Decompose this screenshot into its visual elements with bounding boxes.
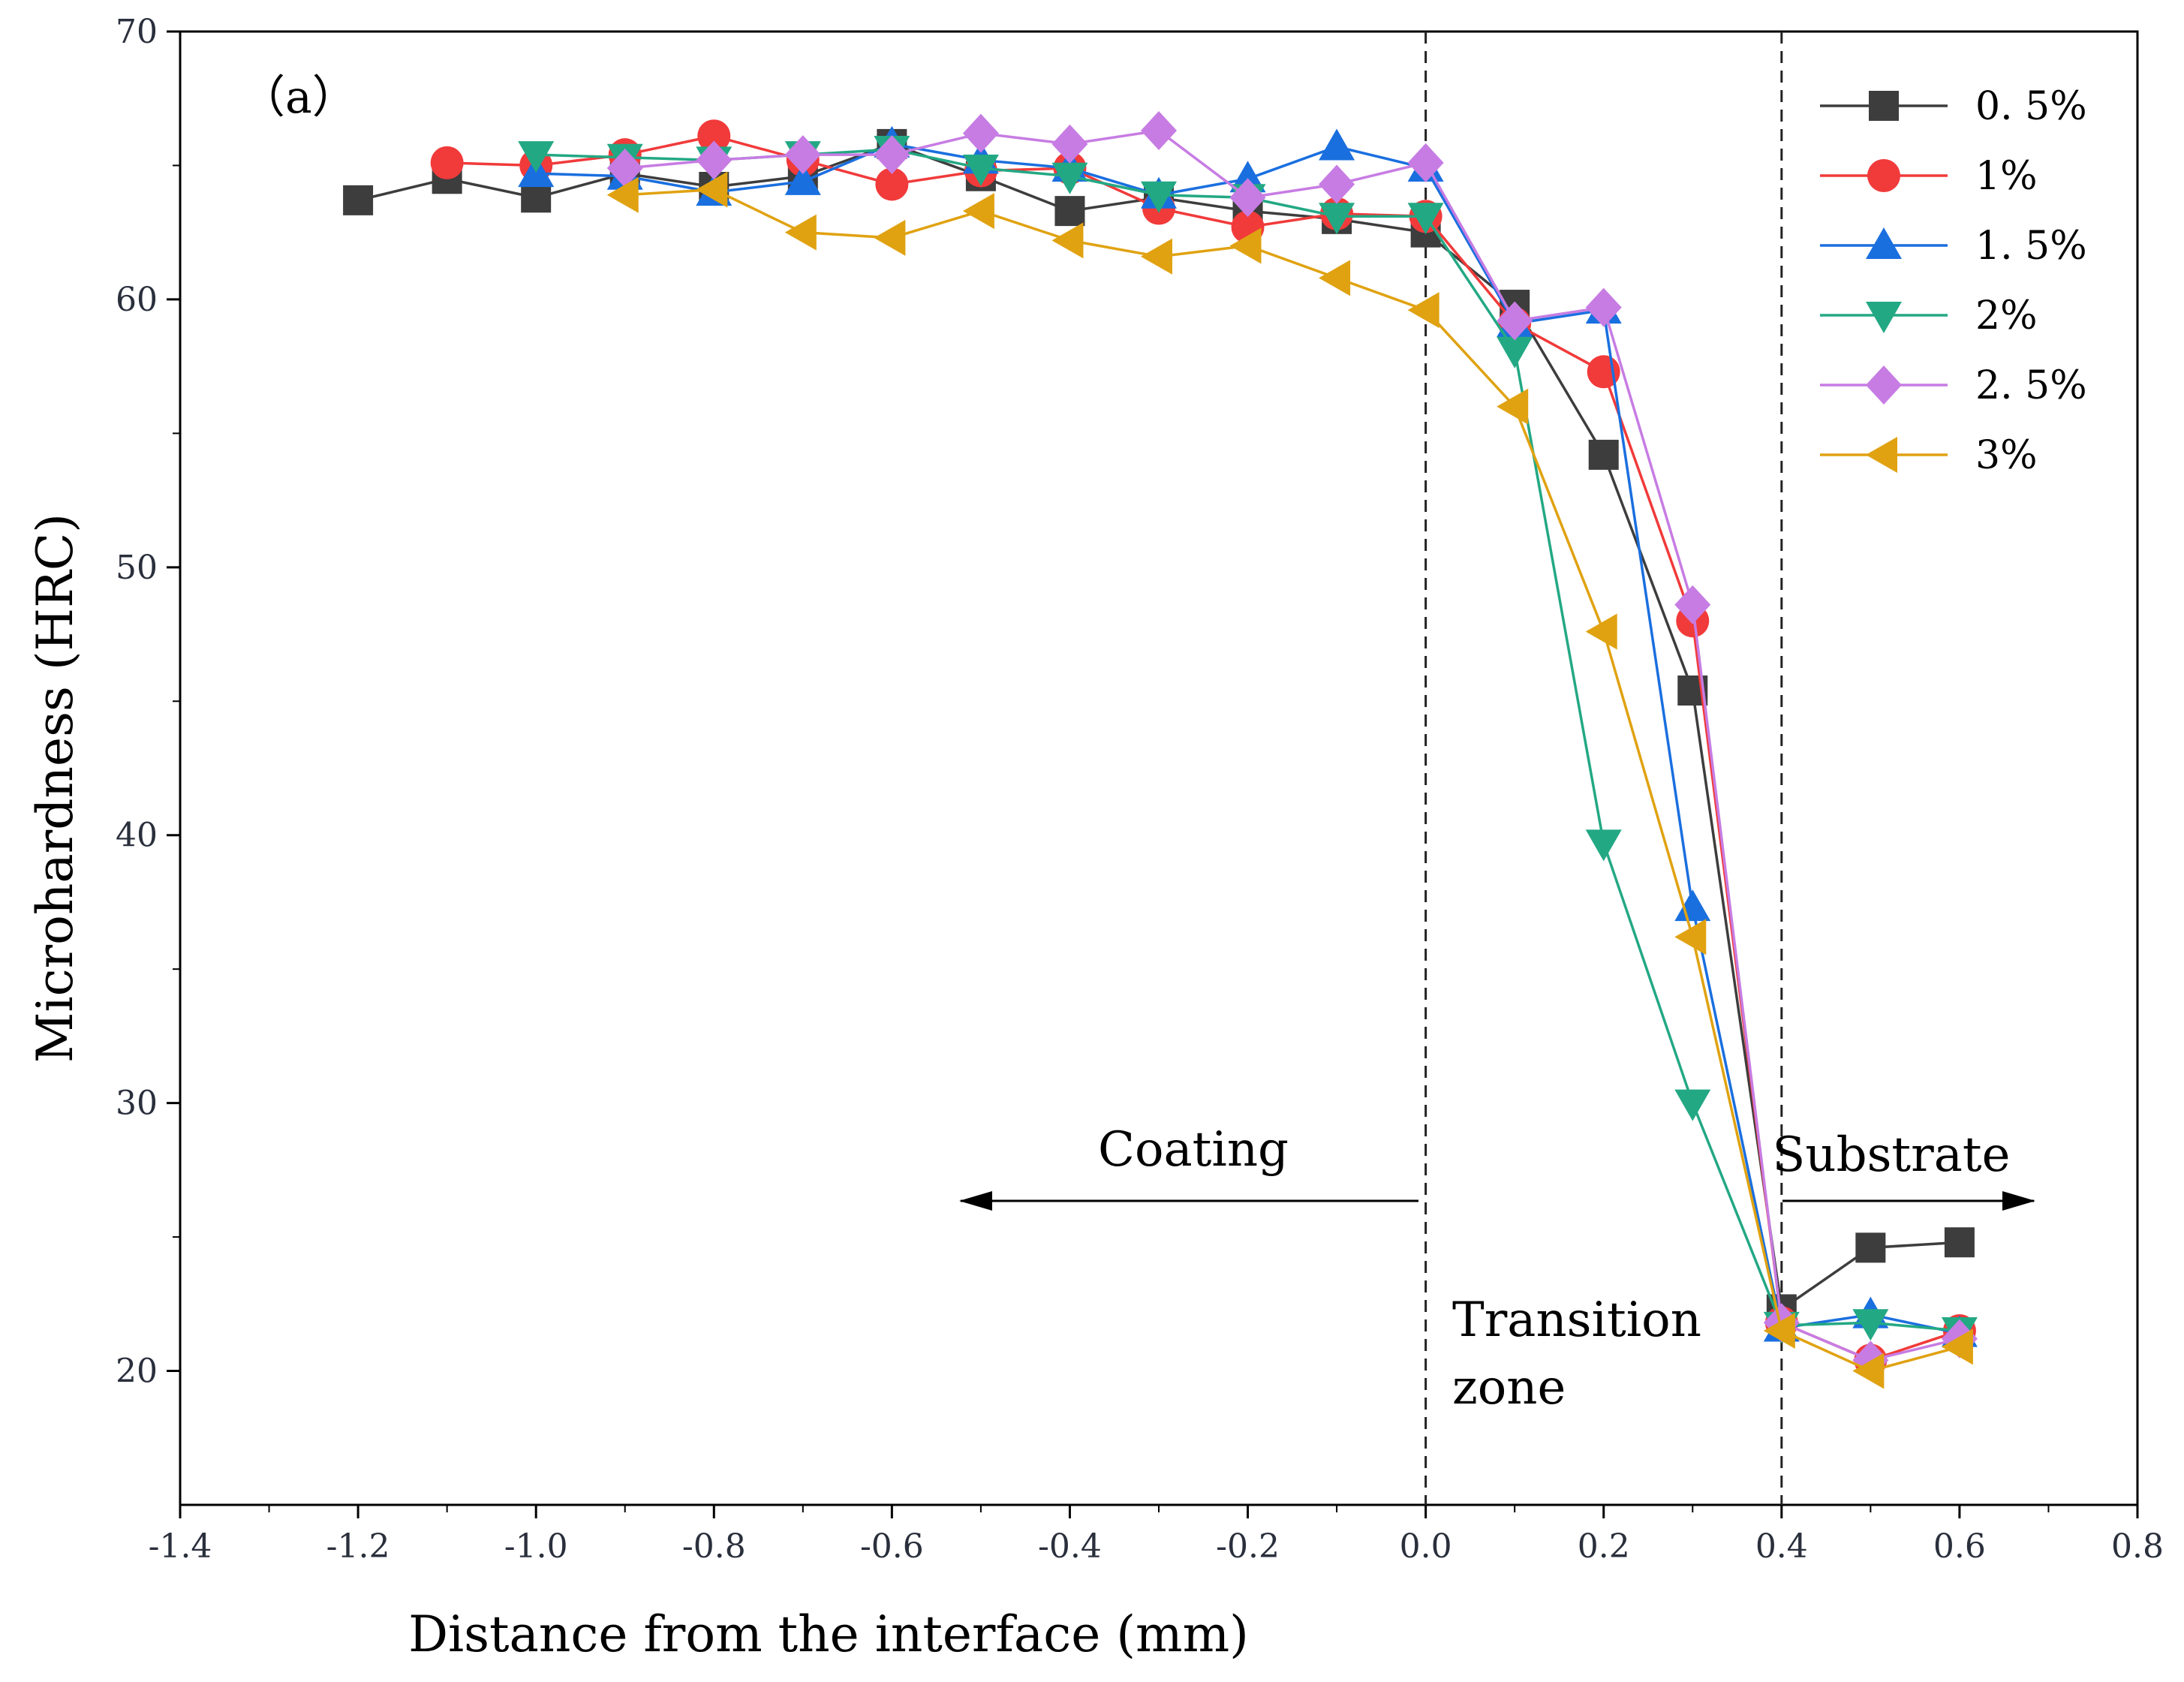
data-point <box>962 193 994 230</box>
data-point <box>1051 124 1088 164</box>
series-line <box>624 129 1960 1362</box>
data-point <box>875 167 909 201</box>
coating-label: Coating <box>1098 1122 1289 1178</box>
x-tick-label: -1.0 <box>504 1527 568 1566</box>
y-tick-label: 20 <box>116 1353 158 1391</box>
data-point <box>1674 919 1707 955</box>
data-point <box>1319 260 1351 296</box>
data-point <box>874 135 910 175</box>
data-point <box>606 149 643 188</box>
legend-marker <box>1867 159 1900 192</box>
legend-label: 1% <box>1975 154 2038 199</box>
data-point <box>1497 388 1529 425</box>
region-divider-lines <box>1424 32 1783 1505</box>
x-tick-label: 0.8 <box>2111 1527 2164 1566</box>
data-point <box>1497 301 1533 341</box>
y-tick-label: 40 <box>116 817 158 855</box>
data-point <box>1407 292 1439 329</box>
data-point <box>1229 178 1266 218</box>
x-tick-label: -0.8 <box>682 1527 746 1566</box>
data-point <box>1051 222 1084 259</box>
data-point <box>430 146 464 179</box>
x-axis-title: Distance from the interface (mm) <box>408 1605 1249 1663</box>
data-point <box>1588 439 1619 470</box>
data-point <box>1674 1089 1711 1121</box>
y-tick-label: 70 <box>116 13 158 51</box>
x-tick-label: 0.4 <box>1755 1527 1808 1566</box>
legend-label: 0. 5% <box>1975 84 2087 129</box>
data-point <box>1852 1309 1889 1341</box>
series-25-group <box>606 111 1978 1380</box>
data-point <box>343 185 374 215</box>
data-point <box>1141 181 1177 213</box>
x-tick-label: -1.2 <box>326 1527 390 1566</box>
series-1-group <box>430 119 1976 1377</box>
data-point <box>1319 128 1355 161</box>
data-point <box>1585 613 1617 650</box>
legend: 0. 5% 1% 1. 5% 2% 2. 5% 3% <box>1820 84 2087 478</box>
data-point <box>1941 1328 1973 1365</box>
y-tick-label: 50 <box>116 549 158 587</box>
data-point <box>1497 336 1533 369</box>
legend-marker <box>1866 227 1902 259</box>
legend-label: 3% <box>1975 433 2038 478</box>
data-point <box>1674 889 1711 922</box>
substrate-label: Substrate <box>1773 1127 2011 1183</box>
legend-marker <box>1869 91 1899 121</box>
data-point <box>696 140 733 180</box>
series-line <box>624 188 1960 1373</box>
data-point <box>1141 111 1177 151</box>
x-tick-label: -0.2 <box>1216 1527 1280 1566</box>
legend-marker <box>1866 302 1902 333</box>
data-point <box>1319 164 1355 204</box>
y-tick-label: 60 <box>116 281 158 319</box>
data-point <box>521 182 552 213</box>
x-tick-label: 0.6 <box>1933 1527 1986 1566</box>
data-point <box>1855 1232 1886 1263</box>
x-tick-label: -0.6 <box>860 1527 924 1566</box>
panel-label: （a） <box>240 71 357 124</box>
data-point <box>1763 1313 1795 1350</box>
series-3-group <box>606 171 1973 1389</box>
transition-zone-label-line1: Transition <box>1452 1292 1701 1348</box>
data-point <box>1141 238 1172 275</box>
data-point <box>962 113 999 153</box>
data-point <box>696 171 728 208</box>
data-point <box>697 119 731 153</box>
x-tick-label: -1.4 <box>149 1527 212 1566</box>
data-point <box>962 155 999 187</box>
data-point <box>1229 227 1262 264</box>
legend-label: 2. 5% <box>1975 363 2087 408</box>
data-point <box>874 219 906 256</box>
data-point <box>1944 1227 1975 1258</box>
y-axis-title: Microhardness (HRC) <box>26 513 84 1063</box>
x-tick-label: -0.4 <box>1038 1527 1102 1566</box>
data-point <box>1674 585 1711 624</box>
data-point <box>1585 829 1622 862</box>
data-point <box>784 214 817 251</box>
x-tick-label: 0.2 <box>1578 1527 1630 1566</box>
data-point <box>606 176 639 213</box>
plot-series <box>343 111 1978 1389</box>
legend-marker <box>1866 437 1897 473</box>
transition-zone-label-line2: zone <box>1452 1360 1566 1416</box>
data-point <box>1407 143 1444 182</box>
data-point <box>784 163 821 195</box>
data-point <box>1319 203 1355 235</box>
data-point <box>518 141 555 173</box>
data-point <box>1852 1353 1885 1389</box>
axes: -1.4 -1.2 -1.0 -0.8 -0.6 -0.4 -0.2 0.0 0.2 0.4 0.6… <box>116 13 2164 1566</box>
x-tick-label: 0.0 <box>1400 1527 1452 1566</box>
data-point <box>1051 162 1088 194</box>
data-point <box>784 135 821 175</box>
legend-label: 2% <box>1975 293 2038 339</box>
legend-label: 1. 5% <box>1975 224 2087 269</box>
y-tick-label: 30 <box>116 1085 158 1123</box>
data-point <box>1585 287 1622 327</box>
legend-marker <box>1866 366 1902 405</box>
data-point <box>1054 196 1085 227</box>
data-point <box>1407 203 1444 235</box>
